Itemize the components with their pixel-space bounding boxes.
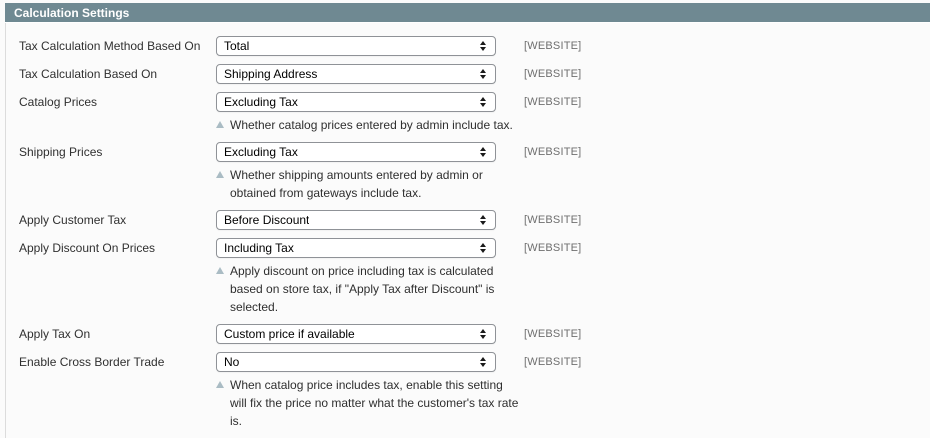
field-label: Shipping Prices	[19, 145, 103, 159]
tax-calculation-method-select[interactable]: Total	[216, 36, 496, 56]
setting-row: Enable Cross Border Trade No [WEBSITE] W…	[6, 352, 930, 430]
field-label: Apply Customer Tax	[19, 213, 127, 227]
apply-discount-on-prices-select[interactable]: Including Tax	[216, 238, 496, 258]
shipping-prices-select[interactable]: Excluding Tax	[216, 142, 496, 162]
apply-tax-on-select[interactable]: Custom price if available	[216, 324, 496, 344]
note-text: When catalog price includes tax, enable …	[230, 378, 519, 428]
scope-label: [WEBSITE]	[524, 214, 582, 226]
select-stepper-icon	[480, 69, 486, 79]
select-value: Excluding Tax	[224, 95, 298, 109]
select-value: Custom price if available	[224, 327, 355, 341]
field-note: Whether shipping amounts entered by admi…	[216, 166, 526, 202]
section-header: Calculation Settings	[5, 3, 930, 23]
setting-row: Tax Calculation Based On Shipping Addres…	[6, 64, 930, 84]
setting-row: Catalog Prices Excluding Tax [WEBSITE] W…	[6, 92, 930, 134]
select-stepper-icon	[480, 243, 486, 253]
apply-customer-tax-select[interactable]: Before Discount	[216, 210, 496, 230]
note-text: Whether catalog prices entered by admin …	[230, 118, 513, 132]
field-label: Tax Calculation Method Based On	[19, 39, 201, 53]
scope-label: [WEBSITE]	[524, 356, 582, 368]
select-value: Before Discount	[224, 213, 310, 227]
setting-row: Apply Discount On Prices Including Tax […	[6, 238, 930, 316]
setting-row: Shipping Prices Excluding Tax [WEBSITE] …	[6, 142, 930, 202]
select-value: Excluding Tax	[224, 145, 298, 159]
field-note: Whether catalog prices entered by admin …	[216, 116, 526, 134]
field-note: When catalog price includes tax, enable …	[216, 376, 526, 430]
scope-label: [WEBSITE]	[524, 96, 582, 108]
field-label: Enable Cross Border Trade	[19, 355, 165, 369]
select-stepper-icon	[480, 41, 486, 51]
note-text: Whether shipping amounts entered by admi…	[230, 168, 483, 200]
note-text: Apply discount on price including tax is…	[230, 264, 495, 314]
select-stepper-icon	[480, 97, 486, 107]
scope-label: [WEBSITE]	[524, 242, 582, 254]
section-title: Calculation Settings	[14, 6, 130, 20]
calculation-settings-section: Calculation Settings Tax Calculation Met…	[5, 3, 930, 438]
select-value: Shipping Address	[224, 67, 318, 81]
select-value: Including Tax	[224, 241, 294, 255]
scope-label: [WEBSITE]	[524, 328, 582, 340]
select-stepper-icon	[480, 147, 486, 157]
field-note: Apply discount on price including tax is…	[216, 262, 526, 316]
note-triangle-icon	[216, 171, 224, 178]
setting-row: Apply Tax On Custom price if available […	[6, 324, 930, 344]
select-stepper-icon	[480, 357, 486, 367]
scope-label: [WEBSITE]	[524, 40, 582, 52]
select-stepper-icon	[480, 329, 486, 339]
section-body: Tax Calculation Method Based On Total [W…	[5, 23, 930, 438]
note-triangle-icon	[216, 267, 224, 274]
scope-label: [WEBSITE]	[524, 68, 582, 80]
field-label: Apply Discount On Prices	[19, 241, 156, 255]
note-triangle-icon	[216, 121, 224, 128]
enable-cross-border-trade-select[interactable]: No	[216, 352, 496, 372]
catalog-prices-select[interactable]: Excluding Tax	[216, 92, 496, 112]
select-value: Total	[224, 39, 250, 53]
select-value: No	[224, 355, 240, 369]
setting-row: Apply Customer Tax Before Discount [WEBS…	[6, 210, 930, 230]
note-triangle-icon	[216, 381, 224, 388]
select-stepper-icon	[480, 215, 486, 225]
scope-label: [WEBSITE]	[524, 146, 582, 158]
field-label: Tax Calculation Based On	[19, 67, 158, 81]
field-label: Apply Tax On	[19, 327, 91, 341]
tax-calculation-based-on-select[interactable]: Shipping Address	[216, 64, 496, 84]
setting-row: Tax Calculation Method Based On Total [W…	[6, 36, 930, 56]
field-label: Catalog Prices	[19, 95, 98, 109]
